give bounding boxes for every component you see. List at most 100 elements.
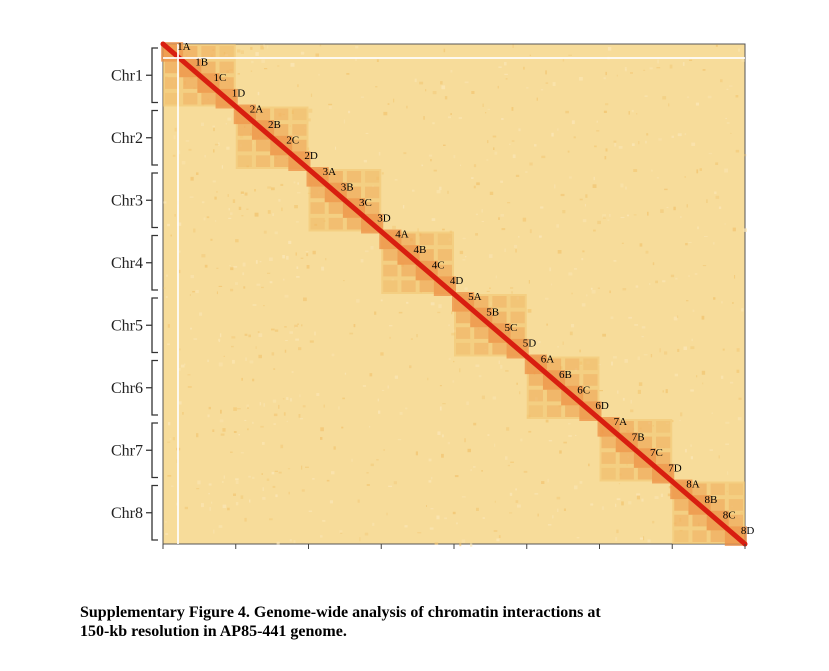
texture-speck [690, 444, 692, 447]
subgenome-interaction-cell [546, 405, 562, 417]
texture-speck [494, 500, 496, 503]
texture-speck [501, 118, 504, 120]
texture-speck [599, 390, 603, 392]
texture-speck [444, 96, 448, 100]
texture-speck [462, 237, 466, 240]
texture-speck [261, 59, 265, 63]
texture-speck [554, 184, 556, 189]
texture-speck [602, 333, 606, 337]
texture-speck [515, 249, 517, 253]
texture-speck [167, 422, 171, 426]
texture-speck [489, 191, 494, 195]
texture-speck [492, 135, 497, 138]
texture-speck [369, 425, 371, 428]
texture-speck [360, 96, 364, 98]
texture-speck [451, 332, 456, 336]
texture-speck [272, 213, 275, 217]
texture-speck [189, 294, 191, 296]
texture-speck [167, 343, 170, 346]
texture-speck [487, 434, 490, 436]
subgenome-interaction-cell [656, 452, 671, 464]
subgenome-interaction-cell [674, 514, 689, 527]
texture-speck [709, 449, 713, 451]
texture-speck [459, 250, 464, 255]
texture-speck [504, 73, 508, 75]
texture-speck [689, 59, 693, 61]
texture-speck [720, 375, 724, 379]
texture-speck [639, 243, 643, 247]
texture-speck [207, 414, 210, 418]
subgenome-interaction-cell [546, 389, 562, 402]
subgenome-interaction-cell [419, 233, 434, 246]
texture-speck [576, 537, 580, 539]
texture-speck [641, 335, 644, 338]
texture-speck [233, 407, 237, 411]
texture-speck [189, 196, 194, 199]
texture-speck [378, 410, 381, 414]
texture-speck [293, 540, 296, 544]
texture-speck [498, 360, 500, 364]
texture-speck [237, 73, 240, 75]
texture-speck [647, 539, 651, 543]
texture-speck [201, 122, 204, 126]
texture-speck [737, 417, 742, 421]
subgenome-interaction-cell [328, 202, 343, 214]
texture-speck [529, 162, 533, 166]
texture-speck [447, 190, 449, 194]
texture-speck [631, 143, 635, 146]
texture-speck [357, 499, 360, 503]
texture-speck [414, 78, 417, 83]
texture-speck [252, 476, 255, 479]
texture-speck [427, 377, 429, 381]
texture-speck [273, 413, 278, 417]
texture-speck [628, 501, 632, 505]
subgenome-interaction-cell [510, 327, 525, 339]
texture-speck [677, 348, 680, 352]
texture-speck [417, 532, 422, 534]
texture-speck [614, 142, 617, 147]
texture-speck [163, 201, 167, 204]
subgenome-interaction-cell [437, 233, 452, 246]
texture-speck [684, 176, 686, 178]
texture-speck [319, 44, 322, 47]
texture-speck [393, 98, 395, 103]
texture-speck [163, 287, 166, 289]
texture-speck [177, 222, 182, 226]
chromosome-label-Chr7: Chr7 [111, 442, 143, 459]
texture-speck [665, 389, 668, 394]
subgenome-interaction-cell [383, 264, 398, 277]
texture-speck [230, 288, 234, 292]
texture-speck [734, 275, 736, 279]
texture-speck [726, 88, 729, 90]
domain-label-2B: 2B [268, 119, 281, 131]
texture-speck [738, 48, 740, 52]
texture-speck [528, 280, 530, 284]
texture-speck [214, 196, 217, 200]
texture-speck [631, 109, 634, 113]
texture-speck [244, 517, 247, 522]
chromosome-bracket [146, 109, 158, 166]
texture-speck [694, 272, 698, 275]
texture-speck [497, 85, 499, 89]
texture-speck [511, 291, 513, 294]
texture-speck [500, 364, 503, 369]
texture-speck [267, 272, 271, 274]
texture-speck [607, 219, 610, 221]
texture-speck [697, 226, 699, 230]
texture-speck [515, 174, 520, 177]
texture-speck [294, 324, 298, 328]
texture-speck [235, 502, 239, 506]
subgenome-interaction-cell [637, 421, 653, 433]
texture-speck [575, 434, 577, 436]
texture-speck [297, 84, 299, 88]
texture-speck [329, 500, 333, 504]
texture-speck [192, 291, 195, 293]
texture-speck [397, 439, 402, 441]
subgenome-interaction-cell [365, 202, 380, 214]
texture-speck [540, 88, 544, 91]
texture-speck [557, 128, 559, 131]
texture-speck [668, 103, 670, 107]
texture-speck [686, 300, 689, 302]
subgenome-interaction-cell [201, 46, 216, 58]
subgenome-interaction-cell [456, 311, 471, 324]
